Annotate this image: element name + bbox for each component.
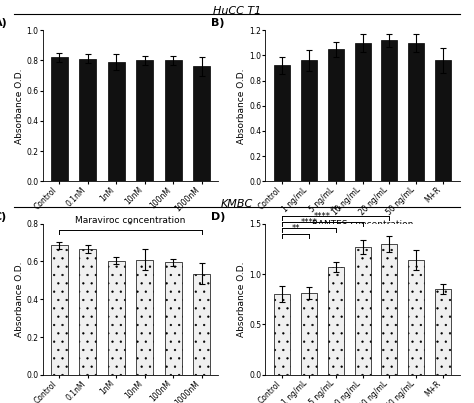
Bar [382,244,397,375]
Bar [193,274,210,375]
Bar [164,262,182,375]
Text: KMBC: KMBC [221,199,253,210]
Bar [328,267,344,375]
Bar [328,49,344,181]
Text: HuCC T1: HuCC T1 [213,6,261,16]
Text: **: ** [292,224,300,233]
Y-axis label: Absorbance O.D.: Absorbance O.D. [15,68,24,143]
Bar [108,62,125,181]
Text: A): A) [0,18,7,28]
Bar [51,245,68,375]
Bar [164,60,182,181]
Bar [136,60,153,181]
Y-axis label: Absorbance O.D.: Absorbance O.D. [237,262,246,337]
Bar [79,249,96,375]
Bar [274,294,291,375]
Bar [301,293,317,375]
Bar [108,260,125,375]
Bar [408,43,424,181]
Bar [355,43,371,181]
Bar [382,40,397,181]
Bar [193,66,210,181]
Bar [51,58,68,181]
Text: B): B) [211,18,225,28]
Text: C): C) [0,212,7,222]
Bar [435,60,451,181]
Y-axis label: Absorbance O.D.: Absorbance O.D. [237,68,246,143]
Bar [355,247,371,375]
Text: D): D) [211,212,226,222]
Bar [435,289,451,375]
Text: *: * [128,220,132,230]
X-axis label: Maraviroc concentration: Maraviroc concentration [75,216,185,226]
Bar [301,60,317,181]
Bar [79,59,96,181]
Text: ***: *** [329,206,342,215]
Text: ****: **** [314,212,331,221]
Text: ****: **** [301,218,318,227]
Bar [274,65,291,181]
Bar [408,260,424,375]
Bar [136,260,153,375]
Y-axis label: Absorbance O.D.: Absorbance O.D. [15,262,24,337]
X-axis label: RANTES concentration: RANTES concentration [312,220,413,229]
